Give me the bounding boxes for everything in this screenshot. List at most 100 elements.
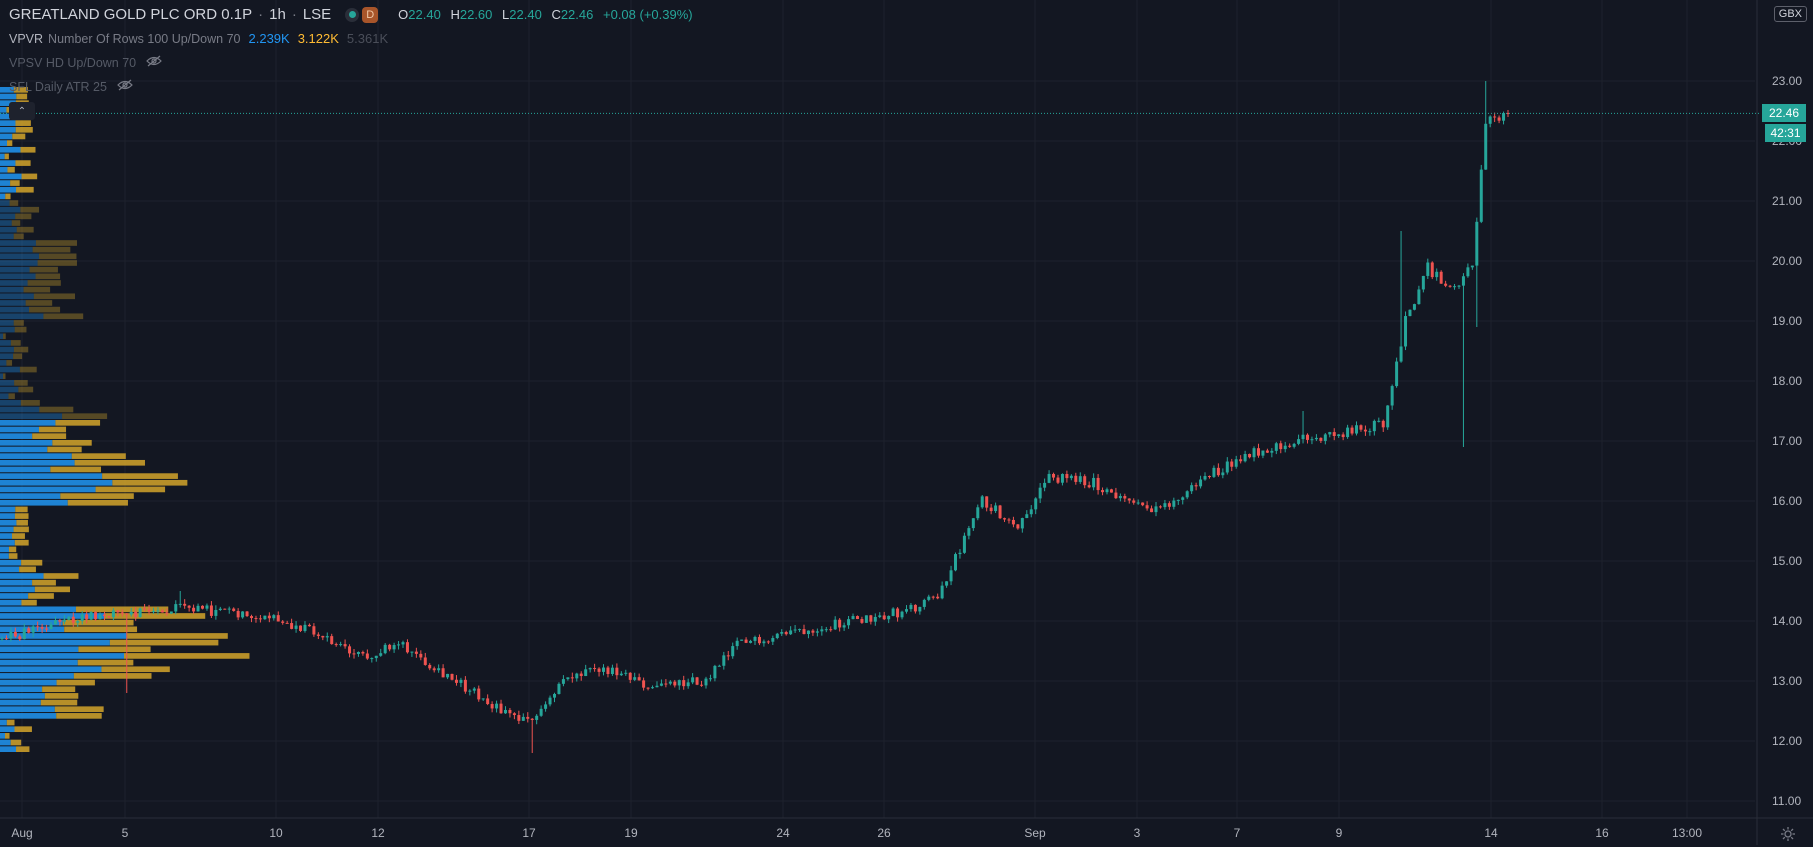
- candle-body: [1323, 434, 1327, 441]
- vp-down-bar: [14, 539, 29, 546]
- gear-icon[interactable]: [1780, 826, 1796, 847]
- candle-body: [459, 679, 463, 683]
- vp-down-bar: [95, 486, 166, 493]
- candle-body: [1141, 502, 1145, 506]
- candle-body: [1506, 113, 1510, 115]
- candle-body: [1435, 271, 1439, 278]
- vp-up-bar: [0, 633, 127, 639]
- high-value: 22.60: [459, 7, 493, 22]
- indicator-atr[interactable]: SFL Daily ATR 25: [9, 79, 133, 94]
- candle-body: [254, 618, 258, 620]
- candle-body: [169, 611, 173, 614]
- vp-up-bar: [0, 573, 44, 579]
- candle-body: [1176, 499, 1180, 501]
- candle-body: [1372, 420, 1376, 432]
- candle-body: [717, 665, 721, 667]
- candle-body: [597, 668, 601, 672]
- vp-down-bar: [13, 233, 24, 240]
- candle-body: [766, 641, 770, 643]
- candle-body: [67, 616, 71, 620]
- price-tick-label: 20.00: [1772, 254, 1803, 268]
- vp-up-bar: [0, 479, 113, 486]
- candle-body: [1065, 474, 1069, 479]
- vp-down-bar: [38, 253, 77, 260]
- candle-body: [1007, 519, 1011, 521]
- candle-body: [76, 621, 80, 623]
- candle-body: [1461, 276, 1465, 286]
- vp-down-bar: [77, 659, 134, 666]
- candle-body: [1092, 477, 1096, 488]
- vp-up-bar: [0, 126, 16, 133]
- vp-down-bar: [15, 160, 31, 166]
- candle-body: [1301, 434, 1305, 440]
- vp-down-bar: [102, 473, 178, 479]
- collapse-legend-button[interactable]: ⌃: [9, 102, 35, 120]
- vp-down-bar: [4, 153, 9, 160]
- indicator-vpsv[interactable]: VPSV HD Up/Down 70: [9, 55, 162, 70]
- indicator-name: VPSV HD Up/Down 70: [9, 55, 137, 70]
- vp-down-bar: [13, 526, 29, 533]
- symbol-name[interactable]: GREATLAND GOLD PLC ORD 0.1P: [9, 6, 253, 23]
- candle-body: [1337, 434, 1341, 437]
- candle-body: [31, 626, 35, 633]
- price-tick-label: 21.00: [1772, 194, 1803, 208]
- candle-body: [160, 610, 164, 613]
- separator-dot: ·: [258, 6, 264, 23]
- vp-up-bar: [0, 400, 21, 406]
- candle-body: [855, 616, 859, 620]
- candle-body: [1314, 437, 1318, 440]
- candle-body: [1252, 448, 1256, 458]
- candle-body: [4, 638, 8, 640]
- vp-up-bar: [0, 220, 12, 226]
- eye-hidden-icon[interactable]: [117, 79, 133, 94]
- vp-up-bar: [0, 200, 10, 206]
- candle-body: [1395, 361, 1399, 387]
- vp-down-bar: [10, 739, 22, 746]
- vp-down-bar: [112, 479, 188, 486]
- time-tick-label: 5: [121, 826, 129, 840]
- market-status[interactable]: D: [345, 6, 379, 23]
- vp-down-bar: [52, 439, 92, 446]
- candle-body: [1101, 490, 1105, 493]
- candle-body: [1417, 289, 1421, 305]
- candle-body: [588, 668, 592, 670]
- vp-up-bar: [0, 539, 15, 546]
- price-tick-label: 15.00: [1772, 554, 1803, 568]
- time-tick-label: 16: [1595, 826, 1609, 840]
- vp-down-bar: [32, 579, 56, 586]
- candle-body: [1109, 489, 1113, 493]
- candle-body: [18, 636, 22, 640]
- candle-body: [129, 611, 133, 615]
- vp-up-bar: [0, 673, 74, 679]
- vp-down-bar: [6, 106, 12, 113]
- vp-up-bar: [0, 586, 35, 593]
- candle-body: [1412, 304, 1416, 310]
- candle-body: [552, 693, 556, 698]
- candle-body: [1248, 453, 1252, 458]
- candle-body: [1341, 434, 1345, 438]
- candle-body: [606, 667, 610, 674]
- currency-button[interactable]: GBX: [1773, 6, 1807, 22]
- delayed-badge[interactable]: D: [362, 6, 379, 23]
- vp-down-bar: [20, 146, 36, 153]
- vp-down-bar: [6, 360, 13, 366]
- eye-hidden-icon[interactable]: [146, 55, 162, 70]
- vp-up-bar: [0, 473, 103, 479]
- indicator-params: Number Of Rows 100 Up/Down 70: [48, 31, 241, 46]
- indicator-vpvr[interactable]: VPVR Number Of Rows 100 Up/Down 70 2.239…: [9, 31, 388, 46]
- candle-body: [352, 653, 356, 655]
- candle-body: [896, 608, 900, 618]
- vp-down-bar: [12, 133, 26, 140]
- candle-body: [958, 552, 962, 555]
- interval-label[interactable]: 1h: [269, 6, 286, 23]
- vp-down-bar: [14, 380, 28, 386]
- candle-body: [771, 638, 775, 642]
- vp-up-bar: [0, 87, 14, 93]
- candle-body: [994, 505, 998, 512]
- vp-up-bar: [0, 353, 14, 360]
- vp-total-value: 5.361K: [346, 31, 389, 46]
- candle-body: [753, 636, 757, 641]
- vp-up-bar: [0, 439, 53, 446]
- vp-up-bar: [0, 526, 14, 533]
